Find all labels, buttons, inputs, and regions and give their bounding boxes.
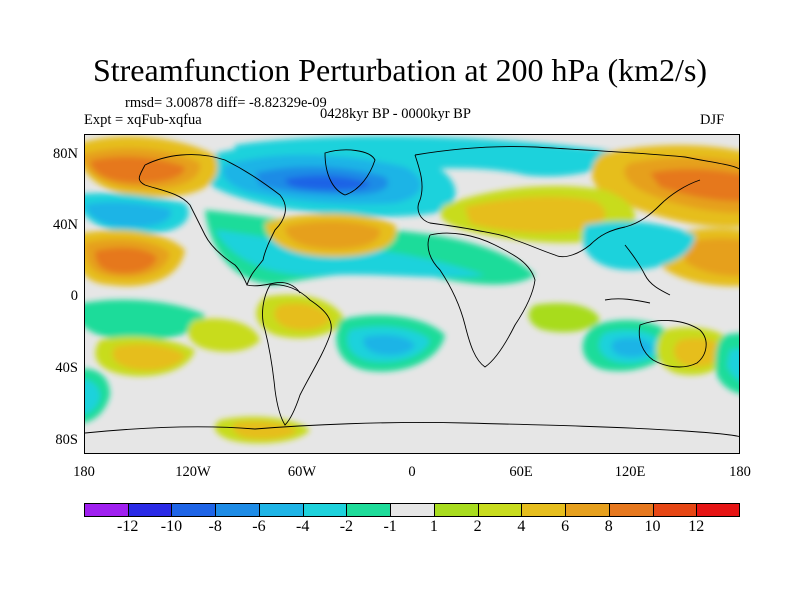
colorbar-swatch (346, 503, 392, 517)
lon-tick-0: 0 (408, 464, 416, 480)
colorbar-label: -2 (339, 518, 354, 535)
season-label: DJF (700, 112, 725, 128)
colorbar-label: 12 (688, 518, 705, 535)
experiment-label: Expt = xqFub-xqfua (84, 112, 202, 128)
stats-text: rmsd= 3.00878 diff= -8.82329e-09 (125, 95, 327, 111)
lon-tick-180w: 180 (73, 464, 95, 480)
colorbar-swatch (433, 503, 479, 517)
lat-tick-80s: 80S (55, 432, 78, 448)
colorbar-label: -1 (383, 518, 397, 535)
colorbar-label: -10 (160, 518, 183, 535)
map-panel (84, 134, 740, 454)
colorbar-label: 1 (429, 518, 438, 535)
colorbar-swatch (84, 503, 129, 517)
colorbar-label: -6 (252, 518, 266, 535)
lat-tick-0: 0 (70, 288, 78, 304)
colorbar-swatch (215, 503, 260, 517)
lat-tick-80n: 80N (53, 146, 78, 162)
colorbar-swatch (302, 503, 348, 517)
colorbar-swatch (477, 503, 523, 517)
colorbar-swatch (390, 503, 435, 517)
colorbar-label: -4 (295, 518, 310, 535)
coastlines (85, 146, 739, 437)
period-label: 0428kyr BP - 0000kyr BP (320, 106, 471, 122)
colorbar-swatch (171, 503, 217, 517)
colorbar-label: -12 (117, 518, 139, 535)
colorbar-swatch (696, 503, 740, 517)
colorbar-swatch (608, 503, 654, 517)
colorbar-label: 8 (604, 518, 613, 535)
colorbar-swatch (127, 503, 173, 517)
contour-fill (85, 136, 739, 444)
lon-tick-120w: 120W (175, 464, 211, 480)
colorbar-label: -8 (208, 518, 222, 535)
lat-tick-40s: 40S (55, 360, 78, 376)
colorbar-swatch (565, 503, 610, 517)
figure-title: Streamfunction Perturbation at 200 hPa (… (92, 52, 708, 88)
colorbar-label: 6 (561, 518, 570, 535)
colorbar-swatch (652, 503, 698, 517)
colorbar-label: 10 (644, 518, 661, 535)
colorbar-swatch (521, 503, 567, 517)
field-map (85, 135, 739, 453)
lon-tick-60e: 60E (509, 464, 533, 480)
lon-tick-120e: 120E (614, 464, 646, 480)
lon-tick-180e: 180 (729, 464, 751, 480)
lat-tick-40n: 40N (53, 217, 78, 233)
colorbar-label: 4 (517, 518, 526, 535)
colorbar-swatch (258, 503, 304, 517)
colorbar-label: 2 (473, 518, 482, 535)
lon-tick-60w: 60W (287, 464, 317, 480)
